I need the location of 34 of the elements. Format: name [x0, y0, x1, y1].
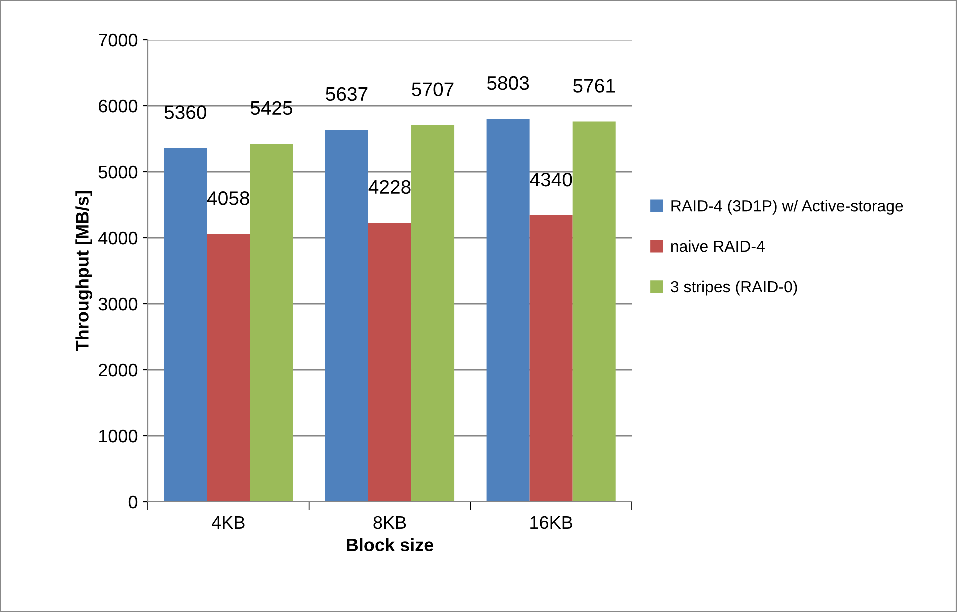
legend-label: 3 stripes (RAID-0) — [671, 280, 798, 296]
x-axis-title: Block size — [347, 538, 434, 552]
bar — [250, 144, 294, 502]
x-tick-label: 8KB — [374, 516, 406, 530]
data-label: 5360 — [164, 106, 207, 120]
legend-label: naive RAID-4 — [671, 240, 765, 252]
x-tick-label: 4KB — [212, 516, 245, 529]
bar — [164, 148, 208, 502]
bar — [325, 130, 368, 502]
y-axis-title: Throughput [MB/s] — [76, 191, 93, 352]
y-tick-label: 5000 — [98, 166, 138, 179]
data-label: 4058 — [207, 192, 250, 206]
data-label: 5637 — [326, 87, 368, 102]
bar — [486, 119, 530, 502]
x-tick-label: 16KB — [530, 516, 572, 530]
bar — [207, 234, 250, 502]
data-label: 5707 — [412, 82, 454, 96]
data-label: 5803 — [487, 76, 530, 90]
data-label: 4228 — [368, 180, 411, 194]
y-tick-label: 7000 — [99, 34, 138, 47]
data-label: 5425 — [250, 101, 293, 116]
y-tick-label: 4000 — [98, 232, 138, 245]
y-tick-label: 1000 — [99, 430, 138, 443]
y-tick-label: 2000 — [99, 364, 138, 377]
bar — [572, 122, 616, 502]
bar — [368, 222, 412, 502]
y-tick-label: 6000 — [99, 100, 138, 113]
data-label: 4340 — [530, 172, 572, 187]
y-tick-label: 0 — [128, 496, 138, 509]
data-label: 5761 — [574, 79, 616, 93]
bar — [412, 125, 455, 502]
legend-label: RAID-4 (3D1P) w/ Active-storage — [672, 200, 904, 215]
bar — [530, 216, 573, 502]
y-tick-label: 3000 — [98, 298, 138, 311]
